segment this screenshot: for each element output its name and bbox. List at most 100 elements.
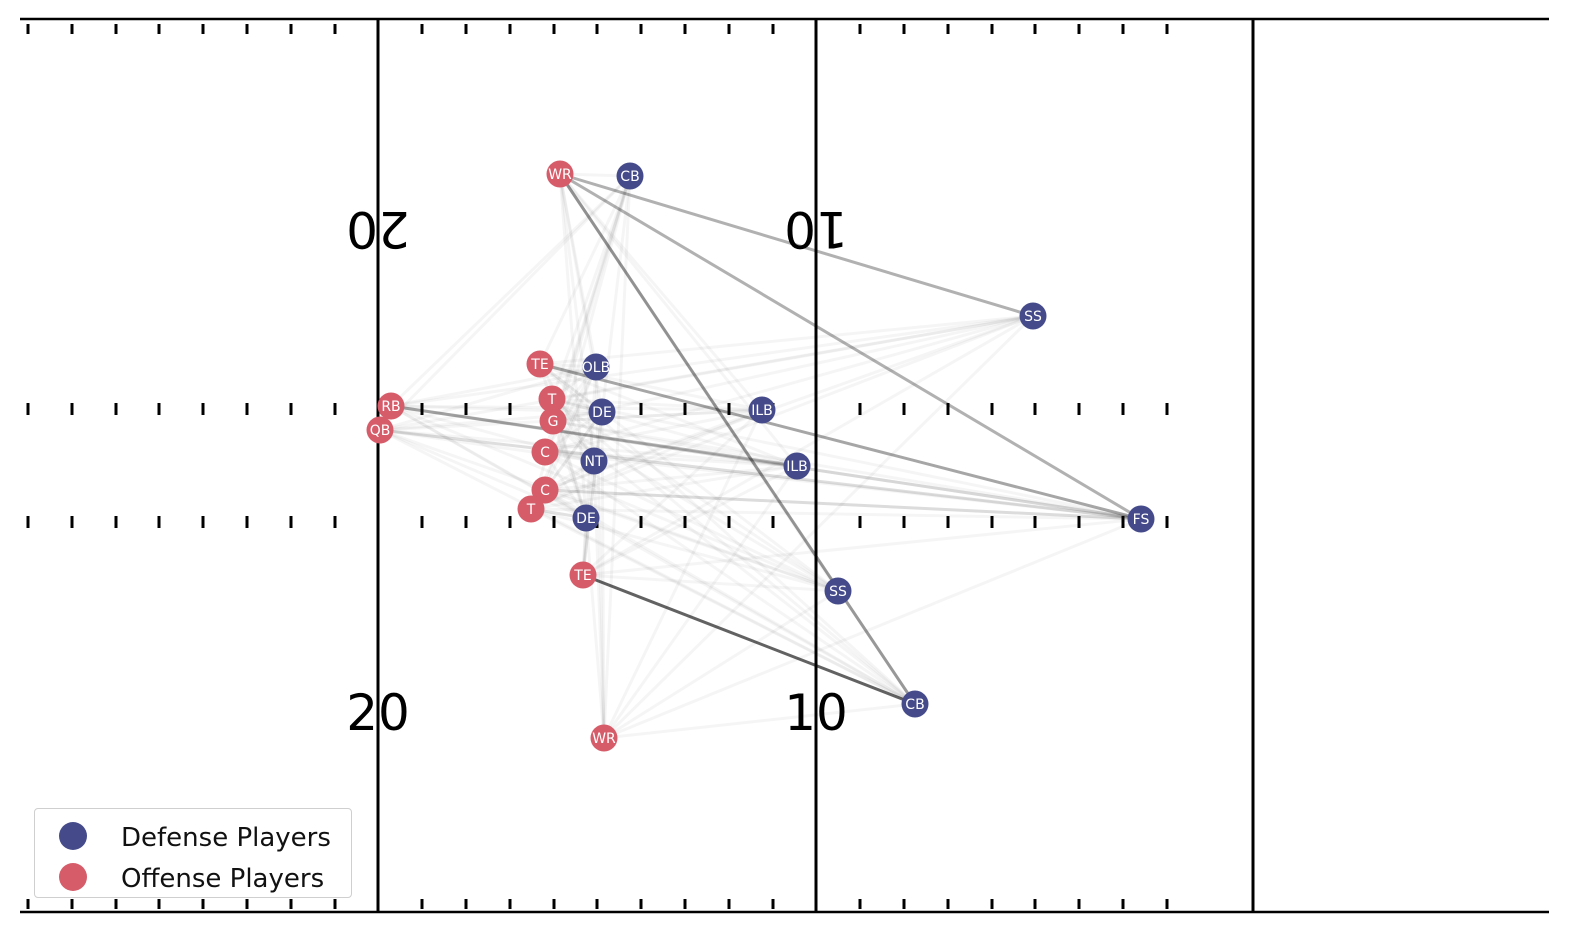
connection-line-faint (544, 314, 1034, 492)
connection-line-strong (539, 362, 1142, 521)
connection-line-faint (539, 362, 798, 468)
legend-label-offense: Offense Players (121, 864, 325, 894)
connection-line-faint (530, 507, 916, 706)
offense-player-marker (590, 724, 618, 752)
connection-line-faint (379, 428, 587, 520)
connection-line-faint (544, 464, 798, 492)
offense-player-label: QB (370, 423, 391, 439)
hash-marks (26, 24, 1169, 909)
offense-player-marker (531, 476, 559, 504)
yard-number-10: 10 (784, 684, 848, 742)
yard-number-10-upside-down: 10 (784, 200, 848, 258)
connection-line-faint (389, 174, 632, 408)
connection-line-strong (544, 488, 1142, 521)
offense-player: WR (590, 724, 618, 752)
offense-player-marker (366, 416, 394, 444)
legend-label-defense: Defense Players (121, 823, 331, 853)
connection-line-faint (552, 419, 798, 468)
connection-line-faint (390, 404, 1142, 521)
offense-player-label: TE (573, 568, 591, 584)
defense-player-marker (616, 162, 644, 190)
defense-player-marker (1127, 505, 1155, 533)
connection-line-faint (602, 465, 799, 739)
defense-player-marker (582, 353, 610, 381)
defense-player-marker (824, 577, 852, 605)
defense-player-marker (580, 447, 608, 475)
connection-line-faint (559, 172, 1034, 318)
offense-player-marker (546, 160, 574, 188)
defense-player-marker (588, 398, 616, 426)
offense-player-marker (531, 438, 559, 466)
defense-player: DE (572, 504, 600, 532)
connection-line-strong (559, 172, 1142, 521)
connection-line-faint (552, 419, 916, 706)
connection-line-faint (581, 408, 764, 577)
connection-line-strong (582, 573, 916, 706)
offense-player-marker (517, 495, 545, 523)
connection-line-faint (558, 173, 917, 705)
offense-player-label: T (547, 392, 557, 408)
offense-player-label: G (548, 414, 559, 430)
offense-player: TE (526, 350, 554, 378)
offense-player: TE (569, 561, 597, 589)
connection-line-faint (582, 314, 1034, 577)
offense-player-label: T (526, 502, 536, 518)
defense-player-marker (901, 690, 929, 718)
connection-line-faint (544, 488, 1142, 521)
connection-line-faint (603, 517, 1142, 740)
offense-player: C (531, 476, 559, 504)
connection-line-faint (594, 366, 606, 739)
connection-line-faint (390, 404, 916, 706)
defense-player: ILB (783, 452, 811, 480)
defense-player-label: SS (829, 584, 847, 600)
connection-line-faint (551, 397, 763, 412)
defense-player: OLB (582, 353, 610, 381)
defense-player: ILB (748, 396, 776, 424)
connection-line-faint (592, 460, 606, 739)
connection-line-faint (379, 428, 1142, 521)
connection-line-faint (390, 404, 603, 414)
connection-line-faint (544, 450, 839, 593)
connection-line-faint (544, 488, 839, 593)
legend: Defense Players Offense Players (34, 808, 352, 898)
connection-line-faint (379, 314, 1034, 432)
connection-line-faint (543, 175, 632, 491)
defense-player-label: CB (905, 697, 924, 713)
defense-player-label: NT (584, 454, 603, 470)
connection-line-faint (530, 314, 1034, 511)
connection-line-faint (558, 173, 596, 462)
connection-line-faint (551, 397, 916, 706)
offense-player: WR (546, 160, 574, 188)
connection-line-faint (550, 175, 632, 400)
yard-numbers: 20 10 20 10 (346, 200, 848, 742)
offense-player-marker (538, 385, 566, 413)
legend-item-defense: Defense Players (35, 817, 351, 853)
connection-line-faint (552, 408, 763, 423)
connection-line-faint (603, 702, 916, 740)
connection-line-faint (538, 175, 632, 365)
connection-line-faint (602, 175, 632, 739)
connection-line-strong (390, 404, 798, 468)
defense-player-label: ILB (786, 459, 808, 475)
connection-line-faint (551, 175, 632, 422)
offense-player-marker (377, 392, 405, 420)
defense-player-label: DE (592, 405, 612, 421)
yard-number-20: 20 (346, 684, 410, 742)
connection-line-faint (552, 314, 1034, 423)
field-lines (20, 17, 1549, 914)
connection-line-faint (551, 397, 1142, 521)
defense-player: NT (580, 447, 608, 475)
connection-line-faint (543, 411, 604, 491)
connection-line-faint (602, 314, 1035, 740)
connection-line-faint (543, 366, 598, 491)
connection-line-faint (379, 428, 595, 463)
connection-line-faint (552, 419, 1142, 521)
connection-line-faint (558, 173, 598, 368)
offense-player: C (531, 438, 559, 466)
offense-player-label: WR (592, 731, 616, 747)
defense-player-marker (783, 452, 811, 480)
offense-player: T (517, 495, 545, 523)
connection-line-faint (581, 411, 604, 576)
defense-player-marker (572, 504, 600, 532)
